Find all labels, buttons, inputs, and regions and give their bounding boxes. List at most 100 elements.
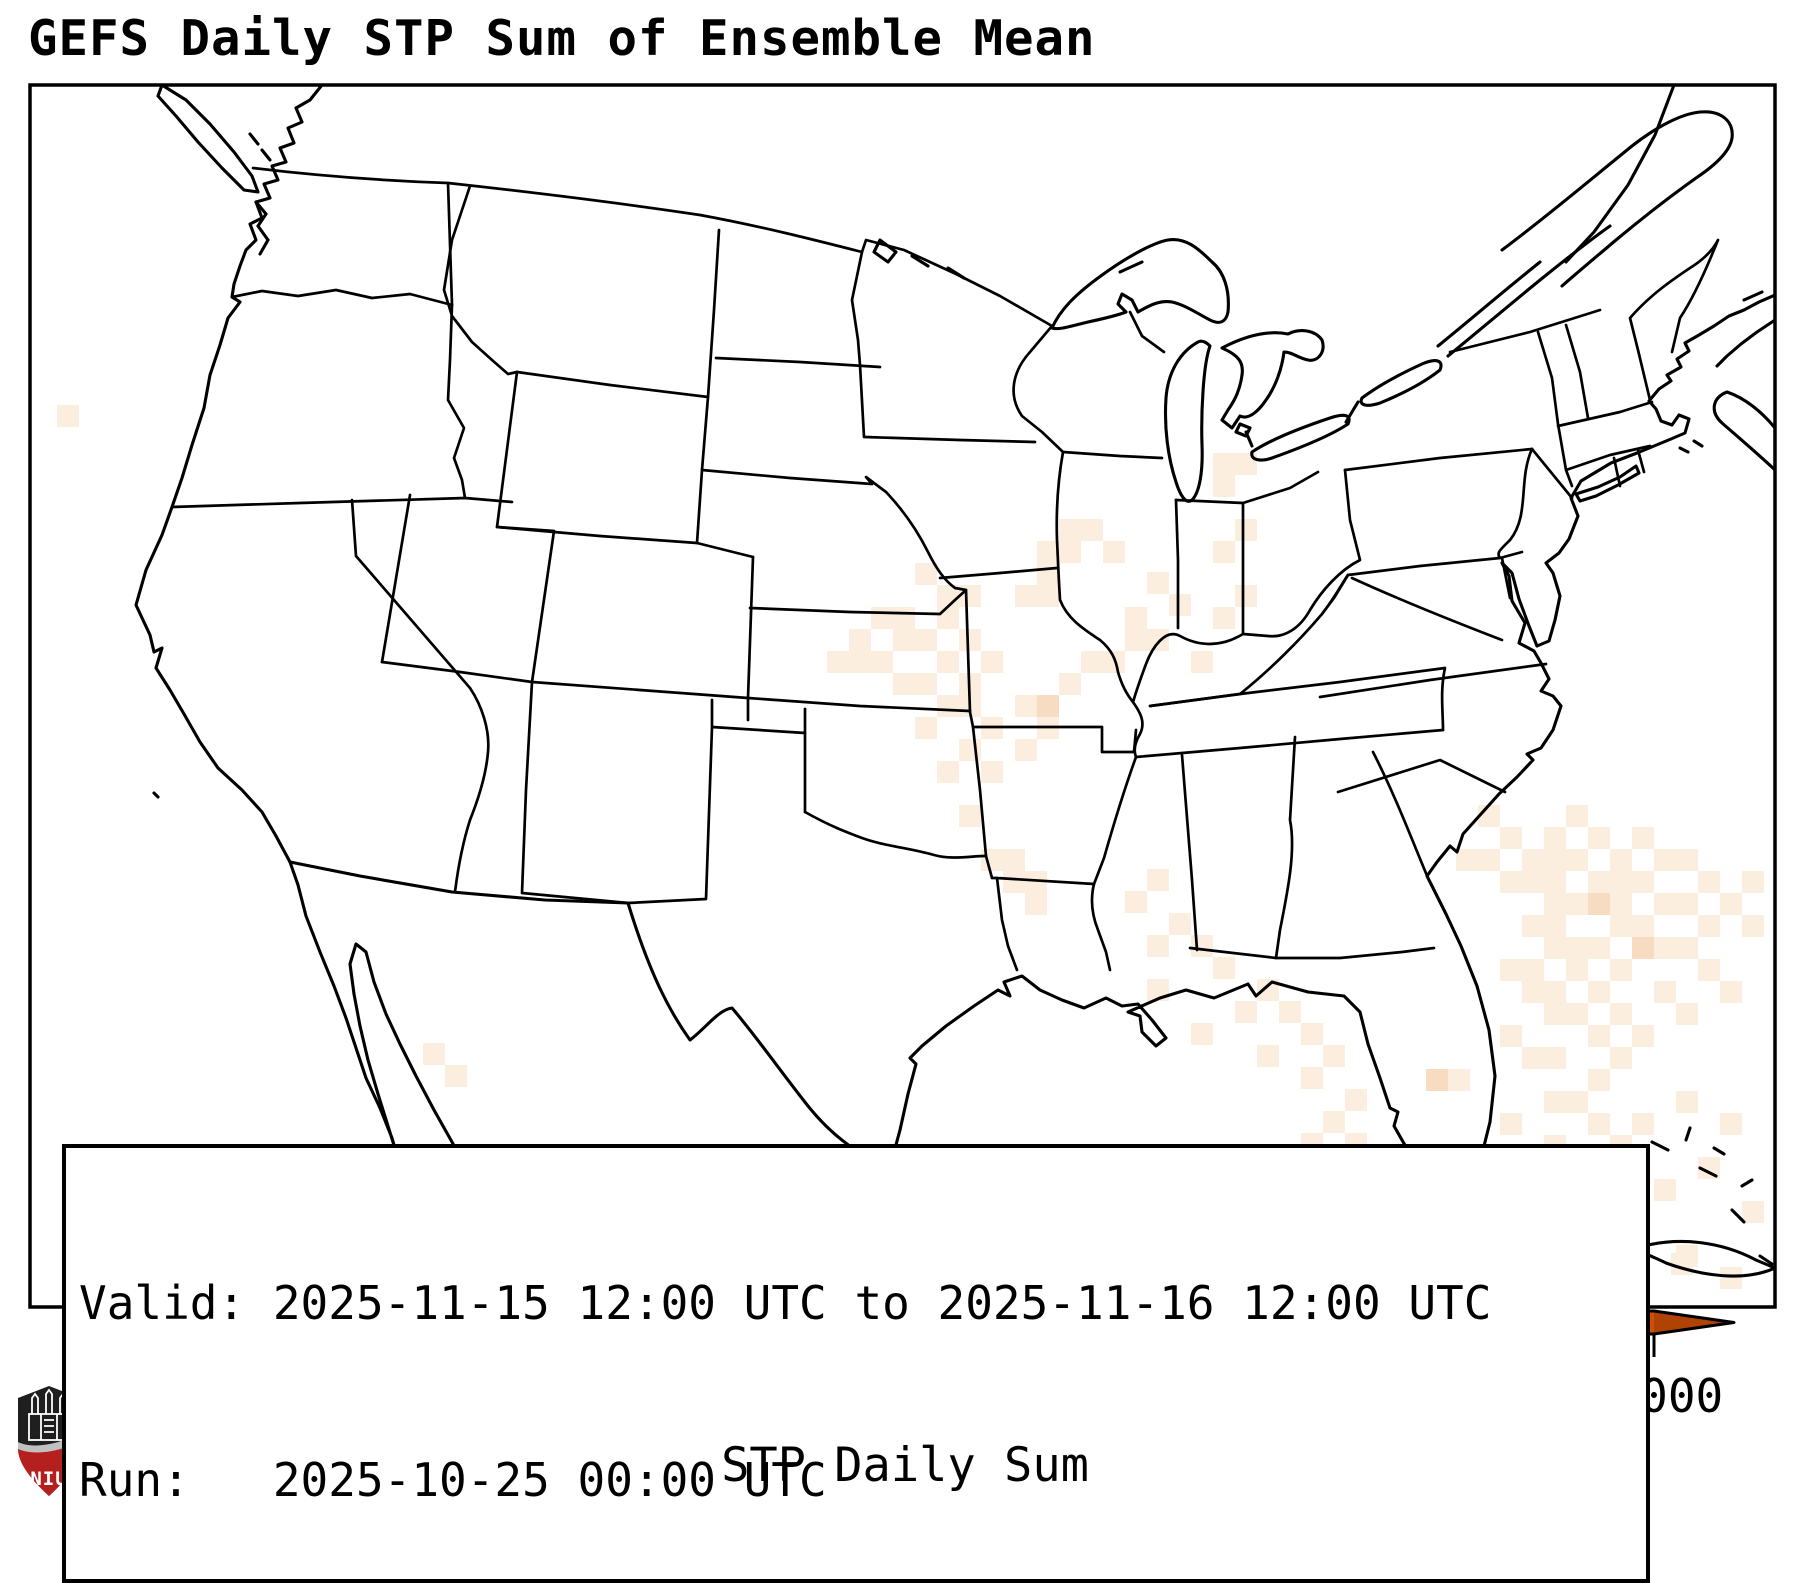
stp-cell <box>1522 959 1544 981</box>
page: { "title": "GEFS Daily STP Sum of Ensemb… <box>18 10 1777 1583</box>
state-borders <box>170 166 1720 972</box>
stp-cell <box>1015 695 1037 717</box>
stp-cell <box>1544 1091 1566 1113</box>
stp-cell <box>1448 1069 1470 1091</box>
stp-cell <box>57 405 79 427</box>
stp-cell <box>959 629 981 651</box>
stp-cell <box>1698 915 1720 937</box>
stp-cell <box>1632 915 1654 937</box>
coastlines <box>134 85 1775 1307</box>
stp-cell <box>1213 607 1235 629</box>
stp-cell <box>1566 1091 1588 1113</box>
stp-cell <box>1191 935 1213 957</box>
stp-cell <box>893 673 915 695</box>
stp-cell <box>1522 849 1544 871</box>
stp-cell <box>1610 915 1632 937</box>
stp-cell <box>1213 453 1235 475</box>
stp-cell <box>1698 1157 1720 1179</box>
stp-cell <box>1500 871 1522 893</box>
stp-cell <box>1676 1003 1698 1025</box>
stp-cell <box>1588 1025 1610 1047</box>
stp-cell <box>1015 585 1037 607</box>
stp-cell <box>1081 651 1103 673</box>
shading-cells <box>57 405 1764 1299</box>
stp-cell <box>1213 541 1235 563</box>
stp-cell <box>1147 572 1169 594</box>
stp-cell <box>915 563 937 585</box>
stp-cell <box>1522 915 1544 937</box>
stp-cell <box>893 629 915 651</box>
stp-cell <box>915 717 937 739</box>
stp-cell <box>1632 937 1654 959</box>
stp-cell <box>1025 893 1047 915</box>
stp-cell <box>1015 739 1037 761</box>
stp-cell <box>1566 893 1588 915</box>
stp-cell <box>1588 893 1610 915</box>
stp-cell <box>1632 871 1654 893</box>
stp-cell <box>1522 1047 1544 1069</box>
stp-cell <box>1676 1091 1698 1113</box>
stp-cell <box>1125 629 1147 651</box>
stp-cell <box>1588 1069 1610 1091</box>
stp-cell <box>1037 563 1059 585</box>
stp-cell <box>1478 805 1500 827</box>
stp-cell <box>1522 981 1544 1003</box>
stp-cell <box>1235 519 1257 541</box>
stp-cell <box>1544 1003 1566 1025</box>
stp-cell <box>1279 1001 1301 1023</box>
stp-cell <box>1147 869 1169 891</box>
stp-cell <box>1698 959 1720 981</box>
stp-cell <box>1676 1245 1698 1267</box>
stp-cell <box>1566 1003 1588 1025</box>
stp-cell <box>1654 937 1676 959</box>
stp-cell <box>1456 849 1478 871</box>
stp-cell <box>1588 827 1610 849</box>
stp-cell <box>1544 893 1566 915</box>
stp-cell <box>1544 981 1566 1003</box>
stp-cell <box>827 651 849 673</box>
stp-cell <box>1478 849 1500 871</box>
stp-cell <box>1191 651 1213 673</box>
stp-cell <box>1003 849 1025 871</box>
stp-cell <box>1345 1089 1367 1111</box>
stp-cell <box>1742 1201 1764 1223</box>
stp-cell <box>1566 805 1588 827</box>
stp-cell <box>1566 959 1588 981</box>
stp-cell <box>1500 1025 1522 1047</box>
stp-cell <box>1544 1047 1566 1069</box>
stp-cell <box>1654 893 1676 915</box>
stp-cell <box>1059 673 1081 695</box>
stp-cell <box>981 761 1003 783</box>
stp-cell <box>1720 893 1742 915</box>
stp-cell <box>1676 849 1698 871</box>
stp-cell <box>1566 937 1588 959</box>
stp-cell <box>1500 959 1522 981</box>
stp-cell <box>1632 1025 1654 1047</box>
stp-cell <box>1588 981 1610 1003</box>
stp-cell <box>1147 935 1169 957</box>
stp-cell <box>1654 1179 1676 1201</box>
stp-cell <box>1588 1113 1610 1135</box>
stp-cell <box>937 761 959 783</box>
stp-cell <box>915 629 937 651</box>
stp-cell <box>1720 1267 1742 1289</box>
stp-cell <box>849 651 871 673</box>
stp-cell <box>1169 913 1191 935</box>
stp-cell <box>1610 959 1632 981</box>
stp-cell <box>1037 541 1059 563</box>
stp-cell <box>937 651 959 673</box>
stp-cell <box>1037 695 1059 717</box>
stp-cell <box>1213 475 1235 497</box>
stp-cell <box>1742 871 1764 893</box>
stp-cell <box>1257 979 1279 1001</box>
stp-cell <box>915 673 937 695</box>
plot-title: GEFS Daily STP Sum of Ensemble Mean <box>28 10 1096 67</box>
puget-sound-line <box>254 200 270 256</box>
stp-cell <box>1720 1113 1742 1135</box>
stp-cell <box>1522 871 1544 893</box>
stp-cell <box>871 651 893 673</box>
stp-cell <box>1698 871 1720 893</box>
stp-cell <box>1720 981 1742 1003</box>
stp-cell <box>1003 871 1025 893</box>
stp-cell <box>1544 827 1566 849</box>
